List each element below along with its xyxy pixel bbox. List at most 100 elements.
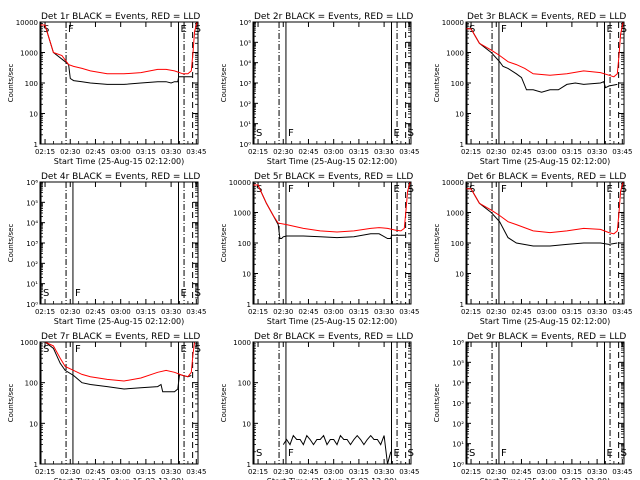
plot-frame bbox=[252, 21, 412, 145]
marker-label: F bbox=[501, 184, 507, 195]
x-tick-label: 02:30 bbox=[60, 148, 80, 156]
x-axis-label: Start Time (25-Aug-15 02:12:00) bbox=[480, 317, 611, 326]
panel-title: Det 2r BLACK = Events, RED = LLD bbox=[254, 12, 413, 22]
x-tick-label: 03:45 bbox=[186, 148, 206, 156]
x-tick-label: 02:30 bbox=[60, 468, 80, 476]
panel-det8r: Det 8r BLACK = Events, RED = LLD Counts/s… bbox=[220, 332, 419, 480]
series-line-lld bbox=[40, 21, 198, 75]
x-axis-label: Start Time (25-Aug-15 02:12:00) bbox=[54, 157, 185, 166]
x-tick-label: 02:45 bbox=[85, 308, 105, 316]
x-tick-label: 03:15 bbox=[136, 468, 156, 476]
plot-frame bbox=[39, 21, 199, 145]
x-tick-label: 03:45 bbox=[399, 308, 419, 316]
y-tick-label: 10⁴ bbox=[239, 60, 251, 68]
marker-label: F bbox=[288, 448, 294, 459]
y-tick-label: 10³ bbox=[26, 240, 38, 248]
y-tick-label: 1 bbox=[460, 141, 464, 149]
y-tick-label: 1 bbox=[34, 461, 38, 469]
y-tick-label: 10² bbox=[452, 420, 464, 428]
y-tick-label: 1000 bbox=[233, 210, 251, 218]
y-tick-label: 100 bbox=[451, 240, 464, 248]
x-tick-label: 02:15 bbox=[248, 468, 268, 476]
y-tick-label: 10¹ bbox=[452, 441, 464, 449]
panel-det3r: Det 3r BLACK = Events, RED = LLD Counts/s… bbox=[433, 12, 632, 166]
marker-label: F bbox=[68, 24, 74, 35]
x-axis-label: Start Time (25-Aug-15 02:12:00) bbox=[480, 157, 611, 166]
x-tick-label: 02:45 bbox=[511, 308, 531, 316]
marker-label: F bbox=[75, 344, 81, 355]
x-tick-label: 02:30 bbox=[60, 308, 80, 316]
series-line-events bbox=[40, 341, 192, 393]
series-line-events bbox=[253, 184, 406, 239]
y-tick-label: 10⁶ bbox=[239, 19, 251, 27]
x-tick-label: 02:30 bbox=[273, 468, 293, 476]
y-axis-label: Counts/sec bbox=[7, 64, 15, 103]
x-tick-label: 02:30 bbox=[486, 468, 506, 476]
y-tick-label: 1 bbox=[460, 301, 464, 309]
x-tick-label: 03:30 bbox=[374, 308, 394, 316]
y-tick-label: 10 bbox=[242, 271, 251, 279]
x-tick-label: 02:30 bbox=[273, 148, 293, 156]
x-tick-label: 03:15 bbox=[562, 148, 582, 156]
panel-det6r: Det 6r BLACK = Events, RED = LLD Counts/s… bbox=[433, 172, 632, 326]
x-tick-label: 03:30 bbox=[587, 468, 607, 476]
x-tick-label: 03:00 bbox=[111, 308, 131, 316]
y-tick-label: 10⁴ bbox=[452, 380, 464, 388]
x-tick-label: 02:45 bbox=[511, 468, 531, 476]
panel-det9r: Det 9r BLACK = Events, RED = LLD Counts/s… bbox=[433, 332, 632, 480]
y-tick-label: 1 bbox=[34, 141, 38, 149]
x-tick-label: 03:30 bbox=[374, 148, 394, 156]
y-axis-label: Counts/sec bbox=[7, 224, 15, 263]
panel-title: Det 8r BLACK = Events, RED = LLD bbox=[254, 332, 413, 342]
y-tick-label: 1000 bbox=[446, 50, 464, 58]
marker-label: S bbox=[256, 128, 262, 139]
y-axis-label: Counts/sec bbox=[220, 384, 228, 423]
marker-label: F bbox=[75, 288, 81, 299]
x-tick-label: 03:00 bbox=[537, 148, 557, 156]
marker-label: S bbox=[469, 184, 475, 195]
y-tick-label: 100 bbox=[451, 80, 464, 88]
x-tick-label: 03:00 bbox=[537, 468, 557, 476]
y-tick-label: 10 bbox=[29, 111, 38, 119]
series-line-lld bbox=[40, 341, 198, 382]
marker-label: F bbox=[288, 184, 294, 195]
y-tick-label: 10³ bbox=[452, 400, 464, 408]
x-axis-label: Start Time (25-Aug-15 02:12:00) bbox=[267, 317, 398, 326]
panel-det7r: Det 7r BLACK = Events, RED = LLD Counts/s… bbox=[7, 332, 206, 480]
marker-label: S bbox=[256, 448, 262, 459]
panel-det4r: Det 4r BLACK = Events, RED = LLD Counts/s… bbox=[7, 172, 206, 326]
marker-label: F bbox=[501, 448, 507, 459]
y-tick-label: 100 bbox=[238, 240, 251, 248]
marker-label: F bbox=[501, 24, 507, 35]
panel-title: Det 5r BLACK = Events, RED = LLD bbox=[254, 172, 413, 182]
x-tick-label: 02:15 bbox=[461, 148, 481, 156]
plot-frame bbox=[465, 341, 625, 465]
x-tick-label: 02:45 bbox=[298, 308, 318, 316]
x-tick-label: 02:15 bbox=[248, 308, 268, 316]
y-tick-label: 10⁵ bbox=[452, 359, 464, 367]
panel-title: Det 9r BLACK = Events, RED = LLD bbox=[467, 332, 626, 342]
x-tick-label: 02:15 bbox=[35, 148, 55, 156]
x-tick-label: 03:15 bbox=[349, 148, 369, 156]
y-tick-label: 10⁰ bbox=[26, 301, 38, 309]
series-line-events bbox=[282, 434, 392, 465]
x-tick-label: 03:45 bbox=[399, 468, 419, 476]
x-tick-label: 03:30 bbox=[161, 468, 181, 476]
x-tick-label: 03:00 bbox=[111, 148, 131, 156]
x-tick-label: 02:30 bbox=[486, 308, 506, 316]
marker-label: S bbox=[469, 448, 475, 459]
series-line-lld bbox=[466, 181, 624, 235]
y-tick-label: 100 bbox=[25, 80, 38, 88]
x-tick-label: 03:45 bbox=[612, 148, 632, 156]
x-axis-label: Start Time (25-Aug-15 02:12:00) bbox=[480, 477, 611, 480]
panel-det2r: Det 2r BLACK = Events, RED = LLD Counts/s… bbox=[220, 12, 419, 166]
x-tick-label: 03:30 bbox=[374, 468, 394, 476]
x-tick-label: 03:00 bbox=[324, 468, 344, 476]
y-tick-label: 10¹ bbox=[239, 121, 251, 129]
y-tick-label: 10 bbox=[242, 420, 251, 428]
y-tick-label: 10 bbox=[455, 271, 464, 279]
panel-title: Det 3r BLACK = Events, RED = LLD bbox=[467, 12, 626, 22]
x-tick-label: 02:15 bbox=[248, 148, 268, 156]
x-tick-label: 03:15 bbox=[136, 308, 156, 316]
